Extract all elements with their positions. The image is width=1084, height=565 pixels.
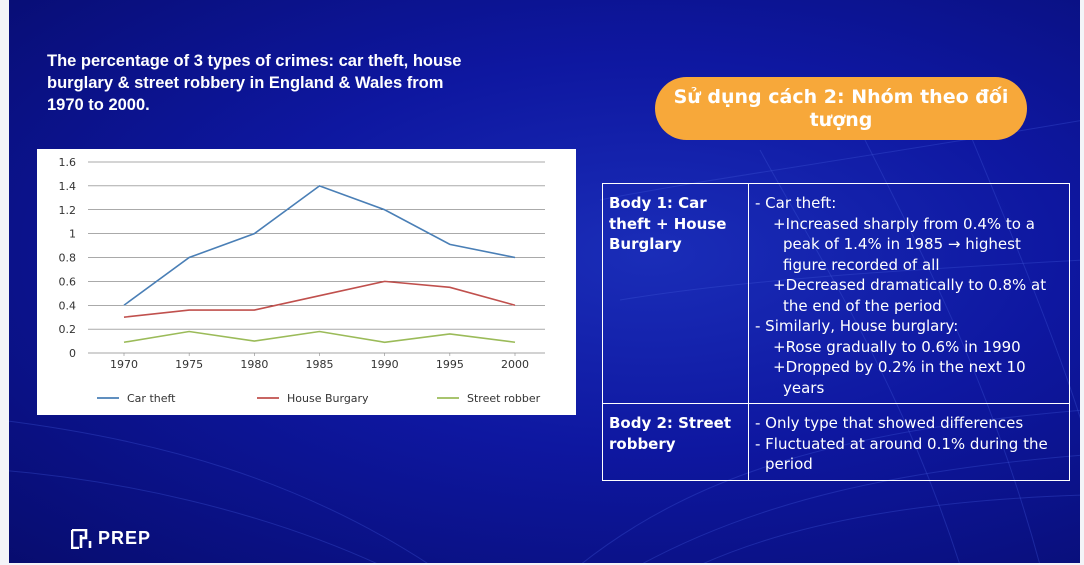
legend-label: House Burgary xyxy=(287,392,369,405)
x-tick-label: 2000 xyxy=(501,358,529,371)
outline-table: Body 1: Car theft + House Burglary - Car … xyxy=(602,183,1070,481)
outline-row: Body 2: Street robbery - Only type that s… xyxy=(602,403,1070,481)
x-tick-label: 1985 xyxy=(306,358,334,371)
y-tick-label: 0.4 xyxy=(59,299,77,312)
outline-row-content: - Only type that showed differences - Flu… xyxy=(748,403,1070,481)
x-tick-label: 1980 xyxy=(240,358,268,371)
outline-row-heading: Body 1: Car theft + House Burglary xyxy=(602,183,749,404)
x-tick-label: 1990 xyxy=(371,358,399,371)
y-tick-label: 1.4 xyxy=(59,180,77,193)
series-line-street-robber xyxy=(123,330,516,344)
prep-logo-icon xyxy=(71,528,92,549)
outline-row-heading: Body 2: Street robbery xyxy=(602,403,749,481)
outline-line: - Car theft: xyxy=(755,194,837,212)
method-callout: Sử dụng cách 2: Nhóm theo đối tượng xyxy=(655,77,1027,140)
prep-logo: PREP xyxy=(71,528,151,549)
outline-line: - Only type that showed differences xyxy=(755,414,1024,432)
y-tick-label: 1 xyxy=(69,228,76,241)
legend-label: Car theft xyxy=(127,392,176,405)
x-tick-label: 1970 xyxy=(110,358,138,371)
outline-line: +Decreased dramatically to 0.8% at the e… xyxy=(773,276,1047,315)
series-line-house-burgary xyxy=(123,280,516,318)
line-chart: 0 0.2 0.4 0.6 0.8 1 1.2 1.4 1.6 1970 1975 1980 1985 1… xyxy=(37,149,576,415)
y-tick-label: 1.2 xyxy=(59,204,77,217)
y-tick-label: 0.8 xyxy=(59,252,77,265)
outline-line: - Fluctuated at around 0.1% during the p… xyxy=(755,434,1048,474)
line-chart-svg: 0 0.2 0.4 0.6 0.8 1 1.2 1.4 1.6 1970 1975 1980 1985 1… xyxy=(59,156,545,405)
prep-logo-text: PREP xyxy=(98,528,152,548)
y-tick-label: 0 xyxy=(69,347,76,360)
method-callout-text: Sử dụng cách 2: Nhóm theo đối tượng xyxy=(673,85,1009,131)
bottom-edge xyxy=(0,563,1084,565)
legend-label: Street robber xyxy=(467,392,541,405)
outline-line: +Increased sharply from 0.4% to a peak o… xyxy=(773,214,1035,274)
slide-title: The percentage of 3 types of crimes: car… xyxy=(47,52,462,114)
left-edge xyxy=(0,0,9,565)
x-tick-label: 1995 xyxy=(436,358,464,371)
outline-line: +Rose gradually to 0.6% in 1990 xyxy=(773,337,1021,356)
x-tick-label: 1975 xyxy=(175,358,203,371)
outline-row-content: - Car theft: +Increased sharply from 0.4%… xyxy=(748,183,1070,404)
series-line-car-theft xyxy=(123,184,516,306)
y-tick-label: 0.2 xyxy=(59,323,77,336)
y-tick-label: 0.6 xyxy=(59,275,77,288)
outline-line: - Similarly, House burglary: xyxy=(755,317,959,335)
outline-line: +Dropped by 0.2% in the next 10 years xyxy=(773,358,1026,397)
outline-row: Body 1: Car theft + House Burglary - Car … xyxy=(602,183,1070,404)
y-tick-label: 1.6 xyxy=(59,156,77,169)
right-edge xyxy=(1080,0,1084,565)
